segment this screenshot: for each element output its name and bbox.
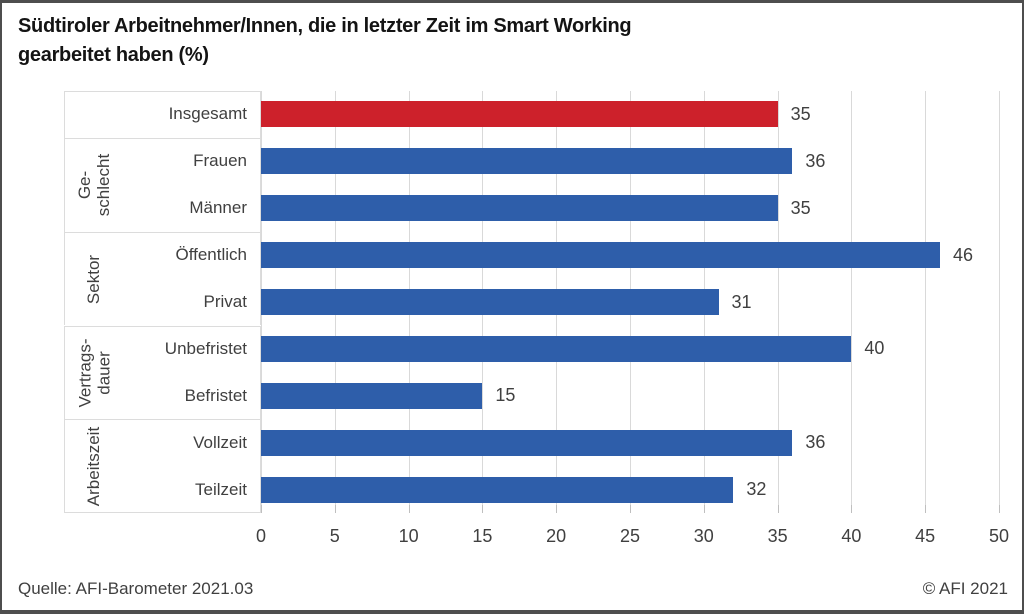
x-axis-tick bbox=[482, 505, 484, 513]
category-label: Teilzeit bbox=[195, 479, 247, 499]
x-axis-tick bbox=[334, 505, 336, 513]
bar bbox=[261, 476, 734, 503]
bar bbox=[261, 429, 793, 456]
group-box bbox=[64, 91, 261, 138]
x-tick-label: 20 bbox=[546, 526, 567, 546]
x-tick-label: 35 bbox=[767, 526, 788, 546]
x-axis-tick bbox=[408, 505, 410, 513]
bar bbox=[261, 242, 940, 269]
x-tick-label: 40 bbox=[841, 526, 862, 546]
bar-value-label: 35 bbox=[790, 197, 811, 218]
copyright-note: © AFI 2021 bbox=[922, 579, 1008, 598]
bar bbox=[261, 335, 852, 362]
x-axis-tick bbox=[261, 505, 262, 513]
category-label: Frauen bbox=[193, 151, 247, 171]
bar-value-label: 36 bbox=[805, 432, 826, 453]
bar-value-label: 40 bbox=[864, 338, 885, 359]
x-tick-label: 15 bbox=[472, 526, 493, 546]
x-axis-tick bbox=[777, 505, 779, 513]
group-box: Arbeitszeit bbox=[64, 419, 261, 514]
category-label: Männer bbox=[189, 198, 247, 218]
gridline bbox=[777, 91, 779, 505]
bar bbox=[261, 289, 719, 316]
x-axis-tick bbox=[851, 505, 853, 513]
bar bbox=[261, 382, 483, 409]
chart-title-line2: gearbeitet haben (%) bbox=[18, 44, 209, 66]
x-axis-tick bbox=[999, 505, 1000, 513]
chart-title-line1: Südtiroler Arbeitnehmer/Innen, die in le… bbox=[18, 15, 632, 37]
x-axis-tick bbox=[630, 505, 631, 513]
x-tick-label: 5 bbox=[329, 526, 340, 546]
bar-value-label: 35 bbox=[790, 103, 811, 124]
source-note: Quelle: AFI-Barometer 2021.03 bbox=[18, 579, 254, 598]
chart-title: Südtiroler Arbeitnehmer/Innen, die in le… bbox=[18, 12, 632, 70]
bar-value-label: 15 bbox=[495, 385, 516, 406]
bar-value-label: 32 bbox=[746, 479, 767, 500]
x-tick-label: 50 bbox=[988, 526, 1010, 546]
gridline bbox=[925, 91, 927, 505]
gridline bbox=[851, 91, 853, 505]
bar bbox=[261, 101, 778, 128]
bar bbox=[261, 195, 778, 222]
category-label: Insgesamt bbox=[168, 104, 247, 124]
category-label: Öffentlich bbox=[175, 245, 247, 265]
x-tick-label: 25 bbox=[619, 526, 641, 546]
chart-area: 0 5 10 15 20 25 30 35 40 45 50 Insgesamt 35 Ge- schle… bbox=[2, 3, 1022, 610]
x-axis-tick bbox=[556, 505, 558, 513]
category-label: Vollzeit bbox=[193, 432, 247, 452]
x-tick-label: 10 bbox=[398, 526, 419, 546]
x-tick-label: 45 bbox=[915, 526, 936, 546]
x-tick-label: 0 bbox=[255, 526, 266, 546]
bar-value-label: 46 bbox=[952, 244, 973, 265]
group-box: Vertrags- dauer bbox=[64, 325, 261, 420]
bar-value-label: 36 bbox=[805, 150, 826, 171]
bar bbox=[261, 148, 793, 175]
x-axis-tick bbox=[925, 505, 927, 513]
category-label: Privat bbox=[203, 292, 247, 312]
bar-value-label: 31 bbox=[731, 291, 752, 312]
group-box: Sektor bbox=[64, 231, 261, 326]
x-axis-tick bbox=[703, 505, 705, 513]
category-label: Befristet bbox=[184, 385, 247, 405]
group-box: Ge- schlecht bbox=[64, 137, 261, 232]
x-tick-label: 30 bbox=[693, 526, 714, 546]
gridline bbox=[999, 91, 1000, 505]
category-label: Unbefristet bbox=[164, 338, 247, 358]
